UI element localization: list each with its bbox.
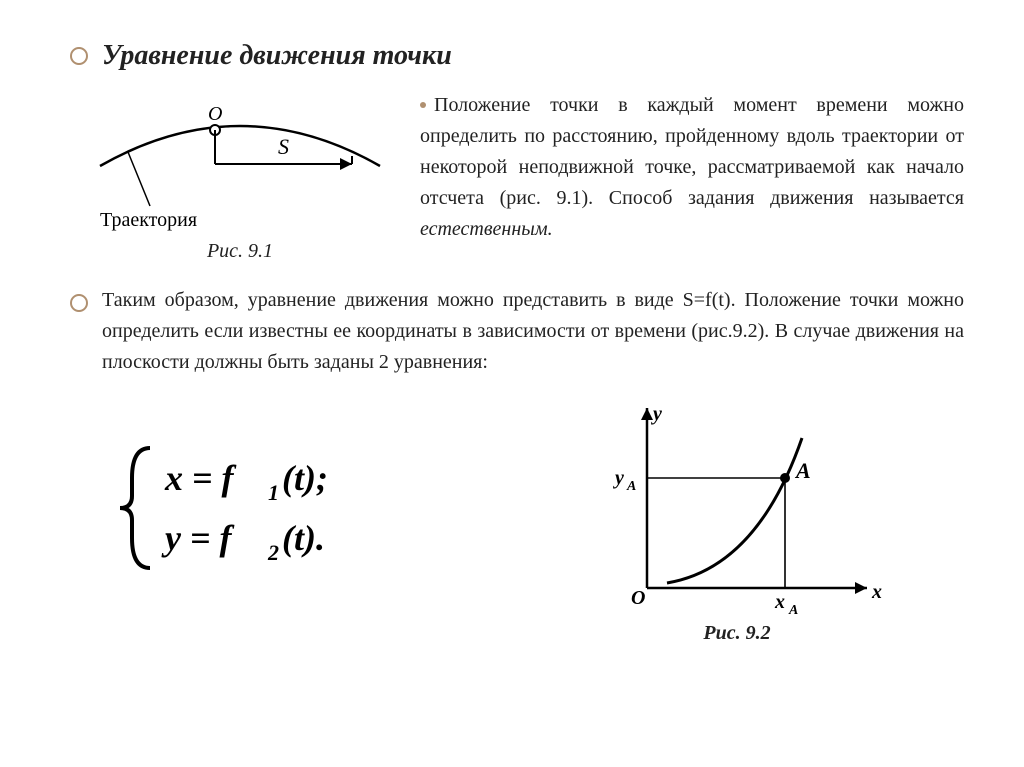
svg-text:O: O [631,587,645,609]
svg-text:y: y [613,467,624,489]
paragraph-2: Таким образом, уравнение движения можно … [102,285,964,378]
svg-text:O: O [208,103,222,125]
svg-text:Траектория: Траектория [100,209,197,231]
figure-9-2-caption: Рис. 9.2 [510,622,964,645]
figure-9-2: A x y O y A x A Рис. 9.2 [510,398,964,645]
svg-text:x: x [774,591,785,613]
ring-bullet-icon [70,47,88,65]
dot-bullet-icon [420,102,426,108]
paragraph-1: Положение точки в каждый момент времени … [410,90,964,245]
equation-system: x = f 1 (t); y = f 2 (t). [110,398,510,588]
svg-text:(t);: (t); [282,458,328,498]
figure-9-1: O S Траектория Рис. 9.1 [70,90,410,263]
svg-text:y = f: y = f [161,518,234,558]
paragraph-1-text-b: естественным. [420,218,553,240]
title-row: Уравнение движения точки [70,40,964,72]
figure-9-1-caption: Рис. 9.1 [70,240,410,263]
ring-bullet-icon [70,294,88,312]
row-fig1-para1: O S Траектория Рис. 9.1 Положение точки … [70,90,964,263]
paragraph-1-text-a: Положение точки в каждый момент времени … [420,94,964,209]
row-para2: Таким образом, уравнение движения можно … [70,285,964,378]
svg-text:A: A [626,479,636,494]
svg-text:x: x [871,581,882,603]
svg-text:A: A [788,603,798,618]
svg-text:x = f: x = f [164,458,237,498]
svg-text:2: 2 [267,540,279,565]
svg-text:1: 1 [268,480,279,505]
slide-title: Уравнение движения точки [102,40,452,72]
svg-text:A: A [794,458,811,483]
svg-text:S: S [278,134,289,159]
trajectory-diagram: O S Траектория [90,96,390,236]
svg-text:y: y [651,403,662,425]
svg-text:(t).: (t). [282,518,325,558]
row-eq-fig2: x = f 1 (t); y = f 2 (t). A [70,398,964,645]
